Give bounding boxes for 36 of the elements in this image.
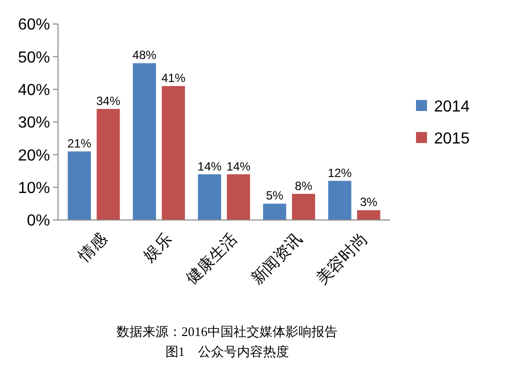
data-label: 34% xyxy=(96,94,121,108)
y-tick-label: 40% xyxy=(18,82,50,99)
data-label: 14% xyxy=(226,159,251,174)
x-tick-label: 新闻资讯 xyxy=(248,230,306,288)
data-label: 48% xyxy=(132,48,157,62)
source-note: 数据来源：2016中国社交媒体影响报告 xyxy=(116,324,338,339)
bar xyxy=(68,151,91,220)
bar xyxy=(198,174,222,220)
y-tick-label: 10% xyxy=(18,180,50,197)
x-tick-label: 美容时尚 xyxy=(312,230,371,288)
data-label: 8% xyxy=(294,178,313,193)
caption: 图1 公众号内容热度 xyxy=(165,344,289,359)
y-tick-label: 0% xyxy=(26,212,50,230)
bar xyxy=(226,174,250,220)
x-tick-label: 娱乐 xyxy=(140,230,176,266)
y-tick-label: 30% xyxy=(18,114,50,132)
data-label: 5% xyxy=(266,188,284,203)
y-tick-label: 20% xyxy=(18,147,50,164)
data-label: 41% xyxy=(161,71,186,86)
bar xyxy=(162,86,185,220)
bar xyxy=(328,180,352,220)
bar xyxy=(263,204,286,220)
data-label: 14% xyxy=(198,159,222,174)
bar xyxy=(292,194,316,220)
y-tick-label: 60% xyxy=(18,16,50,34)
bar xyxy=(357,210,380,220)
data-label: 3% xyxy=(360,195,378,210)
legend-label: 2015 xyxy=(434,130,470,148)
bar xyxy=(132,63,156,220)
x-tick-label: 健康生活 xyxy=(182,230,241,288)
data-label: 21% xyxy=(67,136,92,150)
bar xyxy=(96,108,120,220)
data-label: 12% xyxy=(328,166,352,180)
x-tick-label: 情感 xyxy=(74,230,111,266)
legend-label: 2014 xyxy=(434,98,470,116)
y-tick-label: 50% xyxy=(18,49,50,66)
